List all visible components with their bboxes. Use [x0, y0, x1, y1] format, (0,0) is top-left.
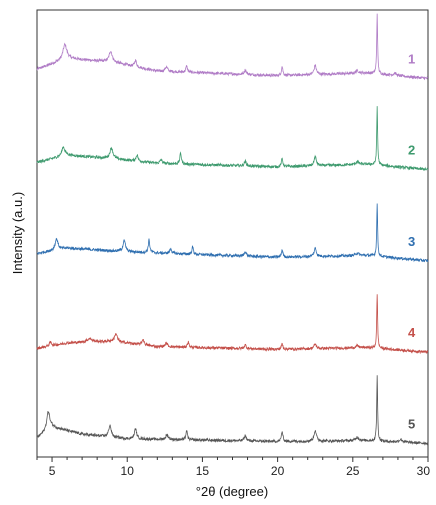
series-label-1: 1	[408, 52, 415, 67]
x-tick-label-20: 20	[271, 464, 285, 478]
x-tick-label-15: 15	[196, 464, 210, 478]
series-line-5	[36, 375, 429, 447]
y-axis-label: Intensity (a.u.)	[10, 192, 25, 274]
series-label-5: 5	[408, 416, 415, 431]
series-label-3: 3	[408, 234, 415, 249]
x-axis-ticks: 5 10 15 20 25 30	[36, 457, 431, 478]
x-tick-label-30: 30	[417, 464, 431, 478]
series-group	[36, 13, 429, 447]
series-label-4: 4	[408, 325, 416, 340]
series-label-2: 2	[408, 143, 415, 158]
series-line-3	[36, 203, 429, 263]
series-labels: 1 2 3 4 5	[408, 52, 416, 432]
series-line-2	[36, 106, 429, 171]
plot-frame	[36, 9, 429, 458]
x-tick-label-10: 10	[121, 464, 135, 478]
series-line-1	[36, 13, 429, 81]
series-line-4	[36, 294, 429, 355]
x-tick-label-5: 5	[49, 464, 56, 478]
x-tick-label-25: 25	[346, 464, 360, 478]
x-axis-label: °2θ (degree)	[196, 484, 268, 499]
